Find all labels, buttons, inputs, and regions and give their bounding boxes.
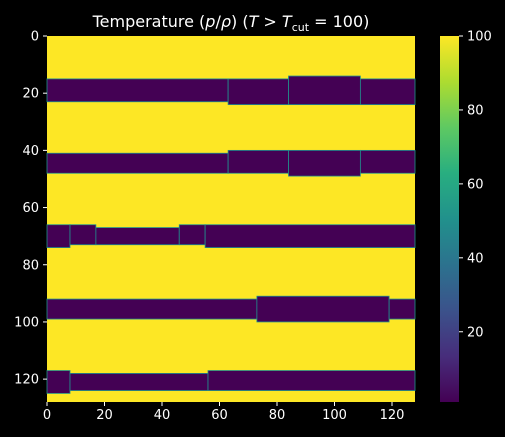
x-axis: 0 20 40 60 80 100 120: [43, 402, 405, 423]
y-tick-label: 120: [14, 373, 39, 388]
low-band-2-segment-1: [46, 152, 229, 174]
x-tick-label: 40: [154, 408, 171, 423]
y-tick-label: 40: [22, 144, 39, 159]
x-tick-label: 100: [322, 408, 347, 423]
colorbar-gradient: [440, 36, 459, 402]
low-band-3-segment-1: [46, 224, 71, 248]
x-tick-label: 20: [96, 408, 113, 423]
chart-title: Temperature (p/ρ) (T > Tcut = 100): [92, 12, 370, 34]
low-band-3-segment-5: [204, 224, 416, 248]
x-tick-label: 80: [269, 408, 286, 423]
low-band-3-segment-3: [95, 227, 180, 246]
low-band-4-segment-3: [388, 298, 416, 320]
y-tick-label: 0: [31, 30, 39, 45]
low-band-2-segment-4: [359, 149, 416, 174]
low-band-2-segment-3: [288, 149, 361, 177]
y-tick-label: 60: [22, 201, 39, 216]
low-band-1-segment-2: [227, 78, 289, 106]
heatmap-plot-area: 0 20 40 60 80 100 120 0 20 40 60 80 100 120: [14, 30, 416, 423]
low-band-4-segment-1: [46, 298, 258, 320]
low-band-1-segment-3: [288, 75, 361, 106]
y-tick-label: 80: [22, 258, 39, 273]
low-band-4-segment-2: [256, 295, 390, 323]
low-band-5-segment-3: [207, 370, 416, 391]
colorbar-tick-label: 60: [467, 177, 484, 192]
x-tick-label: 120: [380, 408, 405, 423]
colorbar-tick-label: 80: [467, 103, 484, 118]
x-tick-label: 60: [211, 408, 228, 423]
colorbar-tick-label: 20: [467, 325, 484, 340]
y-axis: 0 20 40 60 80 100 120: [14, 30, 47, 388]
heatmap-low-bands: [46, 75, 416, 394]
colorbar: 20 40 60 80 100: [440, 30, 492, 402]
colorbar-ticks: 20 40 60 80 100: [459, 30, 492, 340]
colorbar-tick-label: 40: [467, 251, 484, 266]
low-band-3-segment-2: [69, 224, 97, 246]
x-tick-label: 0: [43, 408, 51, 423]
low-band-1-segment-4: [359, 78, 416, 106]
low-band-2-segment-2: [227, 149, 289, 174]
low-band-5-segment-2: [69, 373, 209, 391]
low-band-1-segment-1: [46, 78, 229, 103]
y-tick-label: 100: [14, 315, 39, 330]
y-tick-label: 20: [22, 87, 39, 102]
low-band-3-segment-4: [178, 224, 206, 246]
colorbar-tick-label: 100: [467, 30, 492, 45]
low-band-5-segment-1: [46, 370, 71, 394]
